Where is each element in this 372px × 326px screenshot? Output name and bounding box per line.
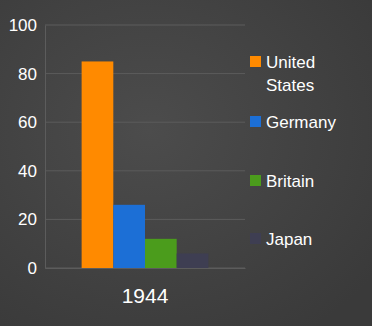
legend-swatch	[250, 56, 261, 67]
grid-line	[45, 170, 245, 171]
y-tick-label: 80	[18, 65, 37, 84]
grid-line	[45, 25, 245, 26]
x-axis: 1944	[46, 268, 246, 307]
y-tick: 0	[28, 259, 45, 278]
y-tick: 60	[18, 113, 45, 132]
grid-line	[45, 73, 245, 74]
y-tick-label: 60	[18, 113, 37, 132]
x-axis-line	[46, 268, 246, 269]
y-tick-label: 40	[18, 162, 37, 181]
plot: 0 20 40 60 80 100 1944	[9, 16, 246, 307]
legend-label: Britain	[266, 172, 314, 191]
y-tick-label: 20	[18, 210, 37, 229]
legend-swatch	[250, 116, 261, 127]
legend: United States Germany Britain Japan	[250, 53, 336, 249]
background	[0, 0, 372, 326]
legend-swatch	[250, 175, 261, 186]
legend-label: Germany	[266, 113, 336, 132]
y-tick: 20	[18, 210, 45, 229]
grid-line	[45, 122, 245, 123]
chart: 0 20 40 60 80 100 1944 United States Germany Brit…	[0, 0, 372, 326]
y-tick-label: 100	[9, 16, 37, 35]
y-tick-label: 0	[28, 259, 37, 278]
bar	[82, 61, 114, 268]
y-axis-line	[45, 26, 46, 269]
y-tick: 80	[18, 65, 45, 84]
bar	[145, 239, 177, 268]
grid	[45, 25, 245, 268]
x-tick: 1944	[122, 268, 169, 307]
bars	[82, 61, 209, 268]
legend-label: Japan	[266, 230, 312, 249]
bar	[177, 253, 209, 268]
y-tick: 100	[9, 16, 45, 35]
y-axis: 0 20 40 60 80 100	[9, 16, 46, 278]
y-tick: 40	[18, 162, 45, 181]
x-tick-label: 1944	[122, 284, 169, 307]
legend-swatch	[250, 233, 261, 244]
bar	[113, 205, 145, 268]
legend-label: United States	[266, 53, 320, 95]
